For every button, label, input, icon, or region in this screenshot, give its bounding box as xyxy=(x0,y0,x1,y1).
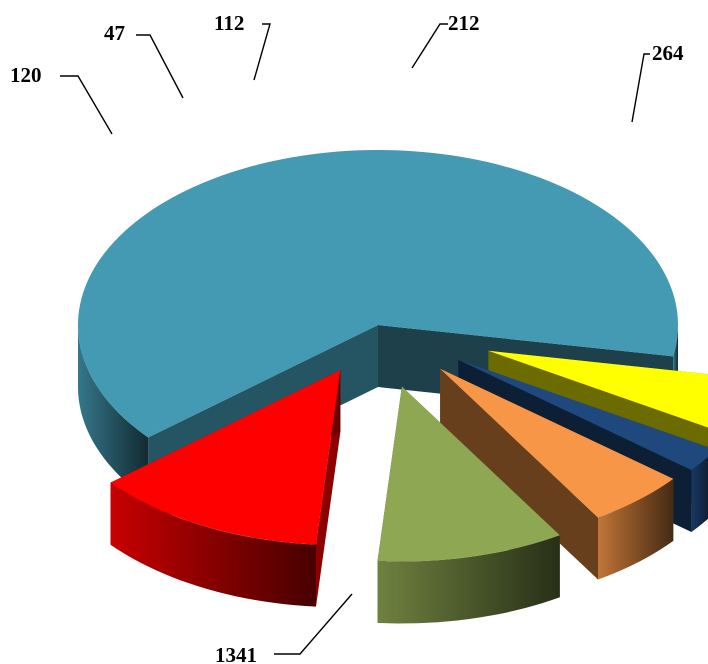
pie-slice-264 xyxy=(110,370,341,607)
data-label-212: 212 xyxy=(448,11,480,35)
data-label-112: 112 xyxy=(214,11,244,35)
pie-slice-top-112 xyxy=(440,368,674,518)
pie-slice-top-120 xyxy=(488,350,708,428)
pie-slice-212 xyxy=(377,386,560,624)
pie-slices xyxy=(77,149,708,624)
pie-slice-top-264 xyxy=(110,370,341,545)
leader-line-120 xyxy=(60,75,113,135)
pie-slice-112 xyxy=(440,368,674,580)
leader-line-212 xyxy=(411,23,448,69)
leader-line-1341 xyxy=(274,593,353,655)
pie-slice-rim-47 xyxy=(691,456,708,532)
pie-slice-top-1341 xyxy=(77,149,679,438)
pie-slice-rim-264 xyxy=(110,482,316,607)
pie-slice-top-212 xyxy=(377,386,560,562)
data-label-120: 120 xyxy=(10,63,42,87)
pie-slice-wall-112 xyxy=(440,368,599,580)
pie-slice-top-47 xyxy=(458,359,708,470)
leader-line-264 xyxy=(631,53,650,123)
data-label-47: 47 xyxy=(104,21,125,45)
leader-line-112 xyxy=(253,23,271,81)
pie-slice-rim-212 xyxy=(377,535,560,624)
pie-labels: 1341 120 47 112 212 264 xyxy=(10,11,684,664)
pie-slice-rim-1341 xyxy=(78,325,149,500)
leader-line-47 xyxy=(136,34,184,99)
data-label-264: 264 xyxy=(652,41,684,65)
pie-slice-rim-112 xyxy=(598,478,674,580)
data-label-1341: 1341 xyxy=(215,643,257,664)
